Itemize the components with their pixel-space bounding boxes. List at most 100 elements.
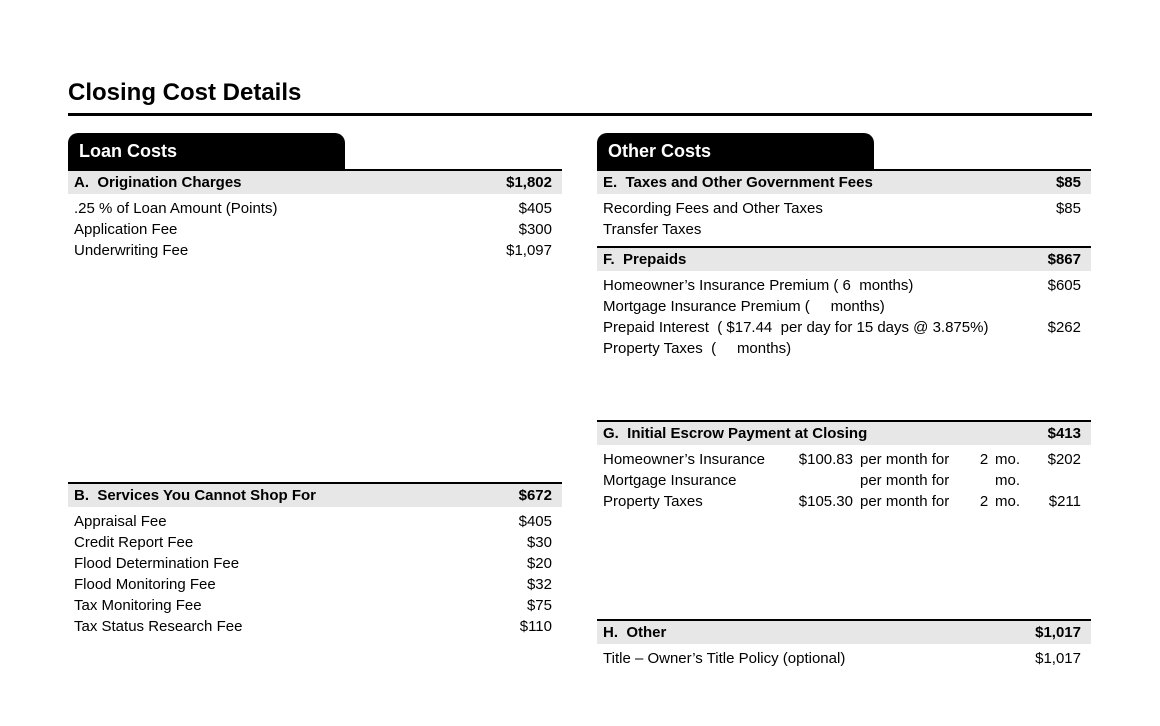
fee-label: Title – Owner’s Title Policy (optional) <box>603 650 846 667</box>
fee-label: Homeowner’s Insurance Premium ( 6 months… <box>603 277 914 294</box>
loan-costs-column: Loan Costs A. Origination Charges $1,802… <box>68 133 562 693</box>
months-count <box>977 470 991 491</box>
fee-row: Transfer Taxes <box>597 219 1091 240</box>
section-total: $85 <box>1055 174 1081 191</box>
fee-label: Credit Report Fee <box>74 534 194 551</box>
fee-row: Recording Fees and Other Taxes $85 <box>597 198 1091 219</box>
fee-amount: $405 <box>518 513 552 530</box>
fee-row: Underwriting Fee $1,097 <box>68 240 562 261</box>
fee-label: .25 % of Loan Amount (Points) <box>74 200 278 217</box>
fee-label: Flood Monitoring Fee <box>74 576 216 593</box>
fee-row: Title – Owner’s Title Policy (optional) … <box>597 648 1091 669</box>
fee-amount: $1,097 <box>506 242 552 259</box>
fee-amount <box>1027 470 1081 491</box>
fee-row: Property Taxes ( months) <box>597 338 1091 359</box>
fee-amount: $85 <box>1055 200 1081 217</box>
fee-label: Transfer Taxes <box>603 221 702 238</box>
fee-amount: $32 <box>526 576 552 593</box>
section-header-label: F. Prepaids <box>603 251 687 268</box>
section-total: $1,802 <box>506 174 552 191</box>
section-services-cannot-shop: B. Services You Cannot Shop For $672 App… <box>68 482 562 637</box>
section-header-label: H. Other <box>603 624 667 641</box>
fee-label: Homeowner’s Insurance <box>603 451 766 468</box>
fee-amount: $262 <box>1047 319 1081 336</box>
section-total: $413 <box>1047 425 1081 442</box>
section-rows: Title – Owner’s Title Policy (optional) … <box>597 644 1091 669</box>
fee-label: Tax Status Research Fee <box>74 618 243 635</box>
fee-label: Prepaid Interest ( $17.44 per day for 15… <box>603 319 989 336</box>
fee-row: Prepaid Interest ( $17.44 per day for 15… <box>597 317 1091 338</box>
fee-row: Homeowner’s Insurance Premium ( 6 months… <box>597 275 1091 296</box>
loan-costs-tab: Loan Costs <box>68 133 345 169</box>
fee-amount: $110 <box>519 618 552 635</box>
section-origination-charges: A. Origination Charges $1,802 .25 % of L… <box>68 169 562 261</box>
months-count: 2 <box>979 493 989 510</box>
escrow-row: Property Taxes $105.30 per month for 2 m… <box>597 491 1091 512</box>
mo-text: mo. <box>995 472 1021 489</box>
fee-label: Tax Monitoring Fee <box>74 597 202 614</box>
fee-label: Mortgage Insurance <box>603 472 737 489</box>
title-divider <box>68 113 1092 116</box>
section-rows: Homeowner’s Insurance $100.83 per month … <box>597 445 1091 512</box>
other-costs-tab: Other Costs <box>597 133 874 169</box>
section-rows: Homeowner’s Insurance Premium ( 6 months… <box>597 271 1091 359</box>
fee-label: Underwriting Fee <box>74 242 189 259</box>
months-count: 2 <box>979 451 989 468</box>
monthly-rate: $105.30 <box>798 493 853 510</box>
page-title: Closing Cost Details <box>68 79 302 106</box>
section-prepaids: F. Prepaids $867 Homeowner’s Insurance P… <box>597 246 1091 359</box>
fee-amount: $211 <box>1048 493 1081 510</box>
section-header: H. Other $1,017 <box>597 621 1091 644</box>
section-total: $1,017 <box>1035 624 1081 641</box>
other-costs-column: Other Costs E. Taxes and Other Governmen… <box>597 133 1091 693</box>
section-header-label: G. Initial Escrow Payment at Closing <box>603 425 868 442</box>
fee-amount: $30 <box>526 534 552 551</box>
section-other: H. Other $1,017 Title – Owner’s Title Po… <box>597 619 1091 669</box>
fee-label: Appraisal Fee <box>74 513 167 530</box>
section-taxes-government-fees: E. Taxes and Other Government Fees $85 R… <box>597 169 1091 240</box>
section-header-label: E. Taxes and Other Government Fees <box>603 174 873 191</box>
fee-amount: $1,017 <box>1035 650 1081 667</box>
section-total: $672 <box>518 487 552 504</box>
section-initial-escrow-payment: G. Initial Escrow Payment at Closing $41… <box>597 420 1091 512</box>
monthly-rate: $100.83 <box>798 451 853 468</box>
fee-label: Property Taxes <box>603 493 703 510</box>
fee-row: Flood Determination Fee $20 <box>68 553 562 574</box>
fee-amount: $20 <box>526 555 552 572</box>
fee-amount: $605 <box>1047 277 1081 294</box>
monthly-rate <box>795 470 853 491</box>
fee-row: Appraisal Fee $405 <box>68 511 562 532</box>
fee-row: Application Fee $300 <box>68 219 562 240</box>
fee-amount: $75 <box>526 597 552 614</box>
fee-row: .25 % of Loan Amount (Points) $405 <box>68 198 562 219</box>
section-header: G. Initial Escrow Payment at Closing $41… <box>597 422 1091 445</box>
fee-row: Credit Report Fee $30 <box>68 532 562 553</box>
fee-row: Tax Status Research Fee $110 <box>68 616 562 637</box>
section-header: B. Services You Cannot Shop For $672 <box>68 484 562 507</box>
mo-text: mo. <box>995 493 1021 510</box>
fee-row: Flood Monitoring Fee $32 <box>68 574 562 595</box>
section-rows: Appraisal Fee $405 Credit Report Fee $30… <box>68 507 562 637</box>
fee-label: Recording Fees and Other Taxes <box>603 200 823 217</box>
section-header: F. Prepaids $867 <box>597 248 1091 271</box>
fee-label: Mortgage Insurance Premium ( months) <box>603 298 885 315</box>
per-month-for-text: per month for <box>860 451 950 468</box>
fee-label: Property Taxes ( months) <box>603 340 792 357</box>
fee-amount: $405 <box>518 200 552 217</box>
fee-row: Mortgage Insurance Premium ( months) <box>597 296 1091 317</box>
fee-label: Application Fee <box>74 221 178 238</box>
fee-row: Tax Monitoring Fee $75 <box>68 595 562 616</box>
section-rows: Recording Fees and Other Taxes $85 Trans… <box>597 194 1091 240</box>
section-total: $867 <box>1047 251 1081 268</box>
fee-label: Flood Determination Fee <box>74 555 240 572</box>
escrow-row: Mortgage Insurance per month for mo. <box>597 470 1091 491</box>
per-month-for-text: per month for <box>860 493 950 510</box>
fee-amount: $300 <box>518 221 552 238</box>
section-header-label: B. Services You Cannot Shop For <box>74 487 316 504</box>
per-month-for-text: per month for <box>860 472 950 489</box>
escrow-row: Homeowner’s Insurance $100.83 per month … <box>597 449 1091 470</box>
section-header: A. Origination Charges $1,802 <box>68 171 562 194</box>
section-header-label: A. Origination Charges <box>74 174 242 191</box>
mo-text: mo. <box>995 451 1021 468</box>
